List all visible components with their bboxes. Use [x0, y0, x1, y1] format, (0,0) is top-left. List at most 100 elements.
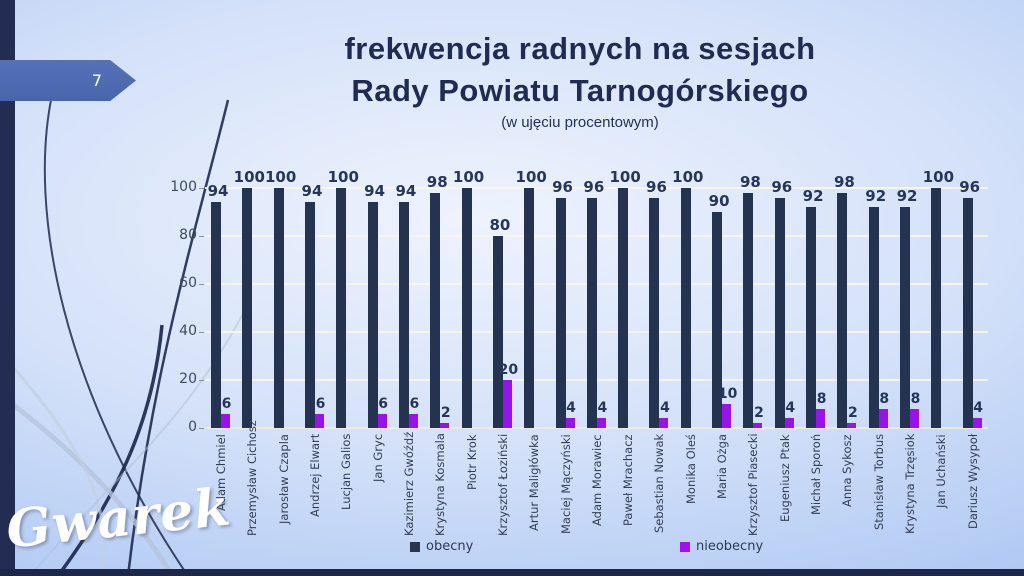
absent-bar	[314, 413, 324, 428]
y-axis-tick-label: 100	[170, 179, 197, 195]
category-label: Lucjan Galios	[339, 434, 354, 511]
present-bar	[398, 202, 409, 428]
present-bar	[461, 188, 472, 428]
absent-value-label: 4	[973, 400, 984, 417]
y-axis-tick-label: 0	[188, 419, 197, 435]
present-value-label: 94	[395, 182, 417, 201]
present-bar	[492, 236, 503, 428]
present-value-label: 100	[264, 168, 297, 186]
present-value-label: 100	[452, 168, 485, 186]
present-value-label: 100	[327, 168, 359, 186]
absent-bar	[722, 404, 732, 428]
y-axis-tick-mark	[199, 380, 204, 381]
slide-title-block: frekwencja radnych na sesjach Rady Powia…	[140, 28, 1020, 131]
present-bar	[336, 188, 347, 428]
y-axis-tick-label: 20	[179, 371, 197, 387]
absent-value-label: 8	[816, 390, 827, 407]
absent-value-label: 10	[717, 386, 738, 402]
absent-bar	[910, 408, 920, 428]
y-axis-tick-label: 60	[179, 275, 197, 291]
category-label: Maria Ożga	[715, 434, 730, 500]
absent-value-label: 4	[785, 400, 796, 417]
present-bar	[743, 192, 754, 428]
chart-title-line1: frekwencja radnych na sesjach	[344, 31, 816, 66]
category-label: Krystyna Kosmala	[433, 433, 448, 536]
legend-item-absent: nieobecny	[680, 539, 763, 554]
absent-value-label: 6	[409, 395, 420, 412]
category-label: Jan Uchański	[934, 434, 949, 508]
present-bar	[524, 188, 535, 428]
gridline	[205, 187, 988, 189]
absent-bar	[565, 418, 575, 428]
category-label: Artur Maligłówka	[527, 434, 542, 531]
y-axis-tick-mark	[199, 188, 204, 189]
y-axis-tick-mark	[199, 428, 204, 429]
absent-value-label: 2	[848, 405, 858, 422]
present-value-label: 98	[833, 172, 855, 191]
absent-bar	[502, 380, 512, 428]
present-value-label: 96	[583, 177, 605, 196]
category-label: Michał Sporoń	[809, 434, 824, 516]
x-axis-line	[205, 427, 988, 429]
present-value-label: 92	[865, 187, 887, 206]
chart-title-line2: Rady Powiatu Tarnogórskiego	[351, 72, 809, 108]
absent-bar	[659, 418, 669, 428]
y-axis-tick-label: 40	[179, 323, 197, 339]
legend-item-present: obecny	[410, 539, 473, 554]
absent-bar	[816, 408, 826, 428]
absent-bar	[753, 423, 763, 428]
present-bar	[430, 192, 441, 428]
present-bar	[649, 197, 660, 428]
category-label: Eugeniusz Ptak	[777, 434, 792, 522]
present-value-label: 98	[426, 172, 448, 191]
present-bar	[900, 207, 911, 428]
y-axis-tick-mark	[199, 332, 204, 333]
present-bar	[868, 207, 879, 428]
category-label: Anna Sykosz	[840, 434, 855, 507]
present-value-label: 92	[896, 187, 918, 206]
present-value-label: 100	[922, 168, 955, 186]
present-value-label: 100	[233, 168, 265, 186]
absent-swatch-icon	[680, 541, 690, 552]
legend-label-absent: nieobecny	[696, 539, 764, 554]
category-label: Monika Oleś	[683, 434, 698, 504]
present-value-label: 94	[207, 182, 229, 201]
absent-value-label: 6	[378, 395, 388, 412]
absent-value-label: 2	[754, 405, 764, 422]
y-axis-tick-label: 80	[179, 227, 197, 243]
absent-bar	[408, 413, 418, 428]
present-value-label: 90	[708, 192, 730, 210]
slide-number: 7	[91, 71, 102, 90]
y-axis-tick-mark	[199, 236, 204, 237]
present-bar	[555, 197, 566, 428]
absent-bar	[440, 423, 450, 428]
present-value-label: 92	[802, 187, 824, 206]
present-value-label: 80	[489, 216, 511, 234]
present-value-label: 98	[740, 172, 761, 191]
present-bar	[618, 188, 629, 428]
category-label: Jarosław Czapla	[276, 434, 291, 524]
absent-value-label: 8	[879, 390, 890, 407]
category-label: Kazimierz Gwóźdź	[401, 431, 416, 536]
absent-bar	[847, 423, 857, 428]
category-label: Adam Morawiec	[589, 434, 604, 526]
absent-value-label: 6	[221, 395, 232, 412]
category-label: Krystyna Trzęsiok	[903, 434, 918, 535]
absent-value-label: 8	[910, 390, 921, 407]
absent-bar	[878, 408, 888, 428]
present-bar	[680, 188, 691, 428]
absent-bar	[972, 418, 982, 428]
present-swatch-icon	[410, 541, 420, 552]
category-label: Andrzej Elwart	[307, 434, 322, 518]
present-bar	[962, 197, 973, 428]
present-value-label: 100	[672, 168, 704, 186]
absent-bar	[221, 413, 230, 428]
present-value-label: 96	[959, 177, 981, 196]
decorative-swirls	[0, 94, 251, 576]
legend-label-present: obecny	[426, 539, 474, 554]
present-bar	[586, 197, 597, 428]
present-value-label: 96	[646, 177, 667, 196]
absent-bar	[784, 418, 794, 428]
